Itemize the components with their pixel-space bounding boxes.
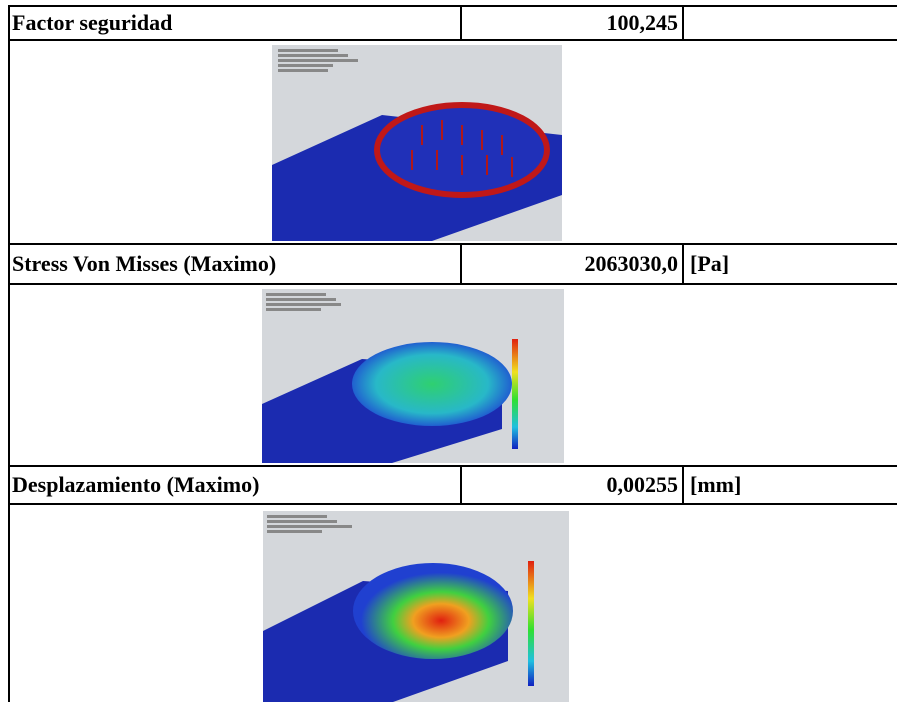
stress-image — [262, 289, 564, 463]
page: Factor seguridad 100,245 Stress Von Miss… — [0, 0, 897, 702]
displacement-image — [263, 511, 569, 702]
label: Factor seguridad — [12, 7, 462, 39]
label: Stress Von Misses (Maximo) — [12, 245, 462, 283]
unit: [mm] — [688, 467, 888, 503]
safety-factor-image — [272, 45, 562, 241]
value: 2063030,0 — [460, 245, 684, 283]
table-row: Stress Von Misses (Maximo) 2063030,0 [Pa… — [8, 243, 897, 285]
label: Desplazamiento (Maximo) — [12, 467, 462, 503]
table-row: Factor seguridad 100,245 — [8, 5, 897, 41]
value: 0,00255 — [460, 467, 684, 503]
table-row: Desplazamiento (Maximo) 0,00255 [mm] — [8, 465, 897, 505]
value: 100,245 — [460, 7, 684, 39]
unit: [Pa] — [688, 245, 888, 283]
